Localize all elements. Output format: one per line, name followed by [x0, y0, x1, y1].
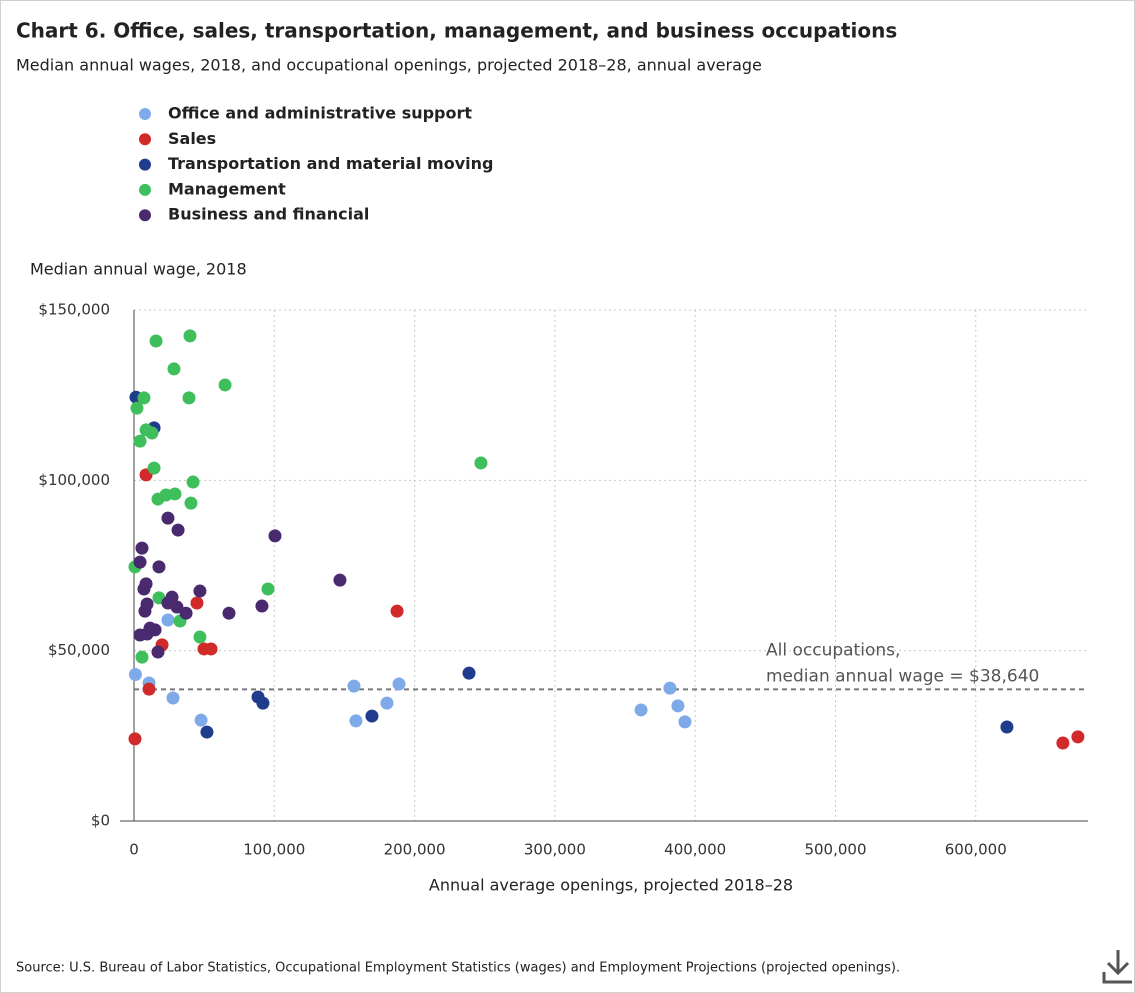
data-point: [462, 666, 476, 680]
legend-label: Transportation and material moving: [168, 154, 493, 173]
data-point: [167, 362, 181, 376]
x-axis-label: Annual average openings, projected 2018–…: [429, 876, 793, 895]
data-point: [634, 703, 648, 717]
data-point: [194, 713, 208, 727]
x-tick-label: 400,000: [664, 841, 726, 859]
data-point: [145, 426, 159, 440]
data-point: [1071, 730, 1085, 744]
data-point: [349, 714, 363, 728]
x-tick-label: 0: [129, 841, 139, 859]
data-point: [147, 461, 161, 475]
data-point: [1000, 720, 1014, 734]
data-point: [133, 555, 147, 569]
y-tick-label: $50,000: [48, 641, 110, 659]
data-point: [190, 596, 204, 610]
data-point: [193, 584, 207, 598]
legend-label: Office and administrative support: [168, 104, 472, 123]
x-tick-label: 600,000: [945, 841, 1007, 859]
data-point: [671, 699, 685, 713]
data-point: [179, 606, 193, 620]
data-point: [152, 560, 166, 574]
data-point: [193, 630, 207, 644]
data-point: [137, 582, 151, 596]
y-tick-label: $0: [91, 812, 110, 830]
data-point: [168, 487, 182, 501]
legend-swatch: [139, 209, 151, 222]
legend-label: Sales: [168, 129, 216, 148]
data-point: [218, 378, 232, 392]
data-point: [166, 691, 180, 705]
data-point: [347, 679, 361, 693]
data-point: [148, 623, 162, 637]
data-point: [222, 606, 236, 620]
data-point: [161, 511, 175, 525]
data-point: [130, 401, 144, 415]
reference-label: median annual wage = $38,640: [766, 666, 1039, 686]
source-note: Source: U.S. Bureau of Labor Statistics,…: [16, 961, 900, 976]
x-tick-label: 500,000: [804, 841, 866, 859]
y-axis-label: Median annual wage, 2018: [30, 260, 247, 279]
data-point: [392, 677, 406, 691]
chart-title: Chart 6. Office, sales, transportation, …: [16, 19, 897, 43]
legend-swatch: [139, 158, 151, 171]
data-point: [138, 604, 152, 618]
data-point: [161, 613, 175, 627]
data-point: [333, 573, 347, 587]
x-tick-label: 200,000: [384, 841, 446, 859]
download-icon[interactable]: [1102, 950, 1132, 984]
legend-label: Business and financial: [168, 205, 369, 224]
data-point: [256, 696, 270, 710]
data-point: [200, 725, 214, 739]
data-point: [133, 434, 147, 448]
reference-label: All occupations,: [766, 640, 900, 660]
y-tick-label: $150,000: [38, 301, 110, 319]
x-tick-label: 100,000: [243, 841, 305, 859]
x-tick-label: 300,000: [524, 841, 586, 859]
legend-label: Management: [168, 179, 286, 198]
data-point: [268, 529, 282, 543]
data-point: [149, 334, 163, 348]
chart-subtitle: Median annual wages, 2018, and occupatio…: [16, 56, 762, 75]
legend-swatch: [139, 108, 151, 120]
data-point: [182, 391, 196, 405]
data-point: [390, 604, 404, 618]
data-point: [663, 681, 677, 695]
data-point: [135, 541, 149, 555]
data-point: [183, 329, 197, 343]
data-point: [170, 600, 184, 614]
y-tick-label: $100,000: [38, 471, 110, 489]
data-point: [204, 642, 218, 656]
data-point: [365, 709, 379, 723]
data-point: [142, 682, 156, 696]
data-point: [151, 645, 165, 659]
data-point: [128, 732, 142, 746]
data-point: [678, 715, 692, 729]
legend-swatch: [139, 183, 151, 196]
data-point: [128, 668, 142, 682]
data-point: [184, 496, 198, 510]
data-point: [135, 650, 149, 664]
legend-swatch: [139, 133, 151, 146]
data-point: [261, 582, 275, 596]
data-point: [474, 456, 488, 470]
data-point: [186, 475, 200, 489]
data-point: [1056, 736, 1070, 750]
data-point: [137, 391, 151, 405]
data-point: [255, 599, 269, 613]
data-point: [171, 523, 185, 537]
data-point: [380, 696, 394, 710]
